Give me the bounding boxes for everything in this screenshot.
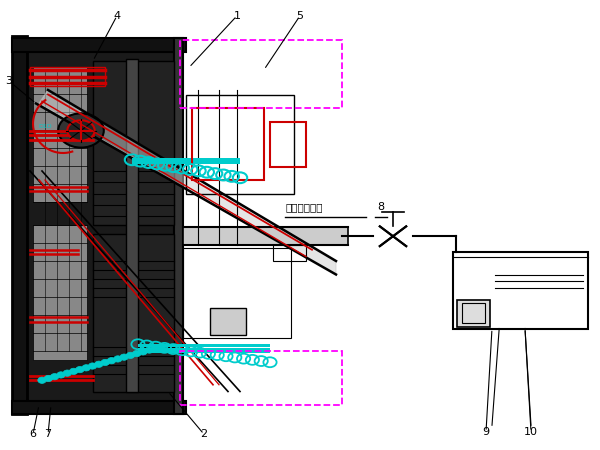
Text: D1D: D1D <box>38 124 52 129</box>
Circle shape <box>120 354 128 360</box>
Circle shape <box>151 345 160 351</box>
Text: 4: 4 <box>113 11 121 21</box>
Circle shape <box>82 364 91 371</box>
Circle shape <box>58 113 104 148</box>
Bar <box>174 38 183 414</box>
Bar <box>138 348 270 353</box>
Circle shape <box>107 358 116 364</box>
Bar <box>93 234 174 392</box>
Bar <box>273 245 306 261</box>
Bar <box>457 300 490 327</box>
Bar <box>33 68 87 203</box>
Text: 8: 8 <box>377 202 385 212</box>
Circle shape <box>38 377 46 383</box>
Bar <box>183 248 291 338</box>
Circle shape <box>50 374 59 380</box>
Text: 2: 2 <box>200 429 208 439</box>
Circle shape <box>158 343 166 350</box>
Text: 6: 6 <box>29 429 37 439</box>
Circle shape <box>95 361 103 367</box>
Text: 9: 9 <box>482 427 490 437</box>
Bar <box>132 158 240 164</box>
Bar <box>186 94 294 194</box>
Circle shape <box>44 375 53 382</box>
Bar <box>12 400 186 414</box>
Bar <box>270 122 306 166</box>
Text: 泥水土制浆机: 泥水土制浆机 <box>285 202 323 212</box>
Text: 10: 10 <box>524 427 538 437</box>
Circle shape <box>67 120 95 141</box>
Bar <box>453 252 588 328</box>
Bar <box>12 36 27 414</box>
Circle shape <box>70 368 78 374</box>
Bar <box>180 40 342 108</box>
Bar <box>183 227 348 245</box>
Circle shape <box>88 363 97 369</box>
Circle shape <box>133 351 141 357</box>
Text: 5: 5 <box>296 11 304 21</box>
Text: 1: 1 <box>233 11 241 21</box>
Bar <box>126 58 138 392</box>
Bar <box>138 344 270 347</box>
Polygon shape <box>39 90 336 274</box>
Bar <box>12 38 186 52</box>
Bar <box>210 308 246 335</box>
Circle shape <box>76 366 84 373</box>
Bar <box>93 61 174 225</box>
Bar <box>33 225 87 360</box>
Bar <box>27 52 174 400</box>
Circle shape <box>101 360 109 366</box>
Circle shape <box>139 349 147 355</box>
Circle shape <box>145 347 154 353</box>
Bar <box>192 108 264 180</box>
Bar <box>30 68 105 86</box>
Bar <box>180 351 342 405</box>
Circle shape <box>63 370 71 376</box>
Circle shape <box>126 352 134 359</box>
Bar <box>462 303 485 323</box>
Text: 7: 7 <box>44 429 52 439</box>
Text: 3: 3 <box>5 76 13 86</box>
Circle shape <box>57 372 65 378</box>
Circle shape <box>113 356 122 362</box>
